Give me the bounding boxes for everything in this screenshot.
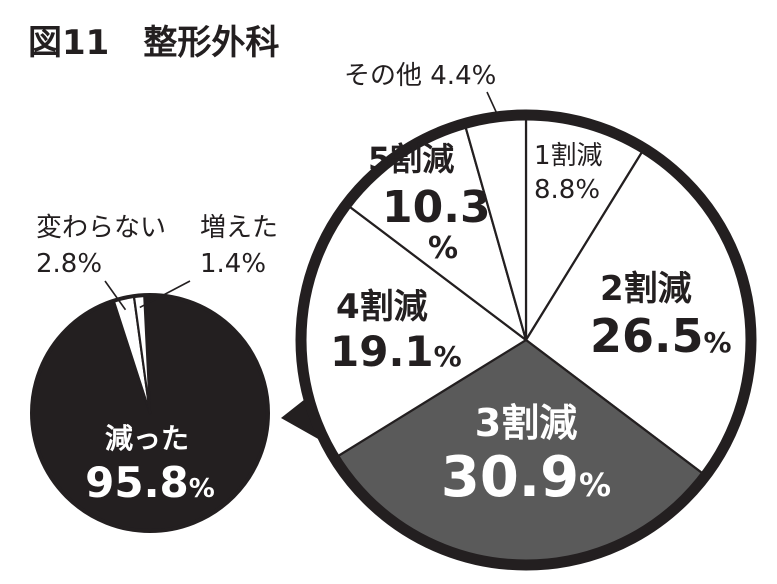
value-unchanged: 2.8% bbox=[36, 249, 102, 279]
label-unchanged: 変わらない bbox=[36, 213, 166, 243]
unit-5wari: % bbox=[428, 231, 458, 266]
value-increased: 1.4% bbox=[200, 249, 266, 279]
value-5wari: 10.3 bbox=[382, 182, 491, 233]
value-4wari: 19.1% bbox=[330, 327, 462, 376]
value-2wari: 26.5% bbox=[590, 309, 732, 363]
leader-other bbox=[486, 91, 499, 117]
big-pie-chart bbox=[295, 109, 757, 571]
label-1wari: 1割減 bbox=[534, 141, 603, 171]
label-other: その他 4.4% bbox=[344, 61, 496, 91]
label-decreased: 減った bbox=[105, 422, 189, 455]
value-3wari: 30.9% bbox=[441, 445, 611, 510]
value-decreased: 95.8% bbox=[85, 458, 215, 507]
figure-title: 図11 整形外科 bbox=[28, 23, 279, 63]
leader-increased bbox=[139, 280, 191, 309]
small-pie-chart bbox=[30, 293, 270, 533]
label-2wari: 2割減 bbox=[600, 269, 692, 309]
label-3wari: 3割減 bbox=[475, 401, 577, 445]
small-pie-outline bbox=[30, 293, 270, 533]
label-4wari: 4割減 bbox=[336, 287, 428, 327]
leader-unchanged bbox=[104, 280, 127, 311]
label-5wari: 5割減 bbox=[368, 140, 454, 178]
big-pie-outline bbox=[295, 109, 757, 571]
label-increased: 増えた bbox=[200, 213, 278, 243]
value-1wari: 8.8% bbox=[534, 175, 600, 205]
